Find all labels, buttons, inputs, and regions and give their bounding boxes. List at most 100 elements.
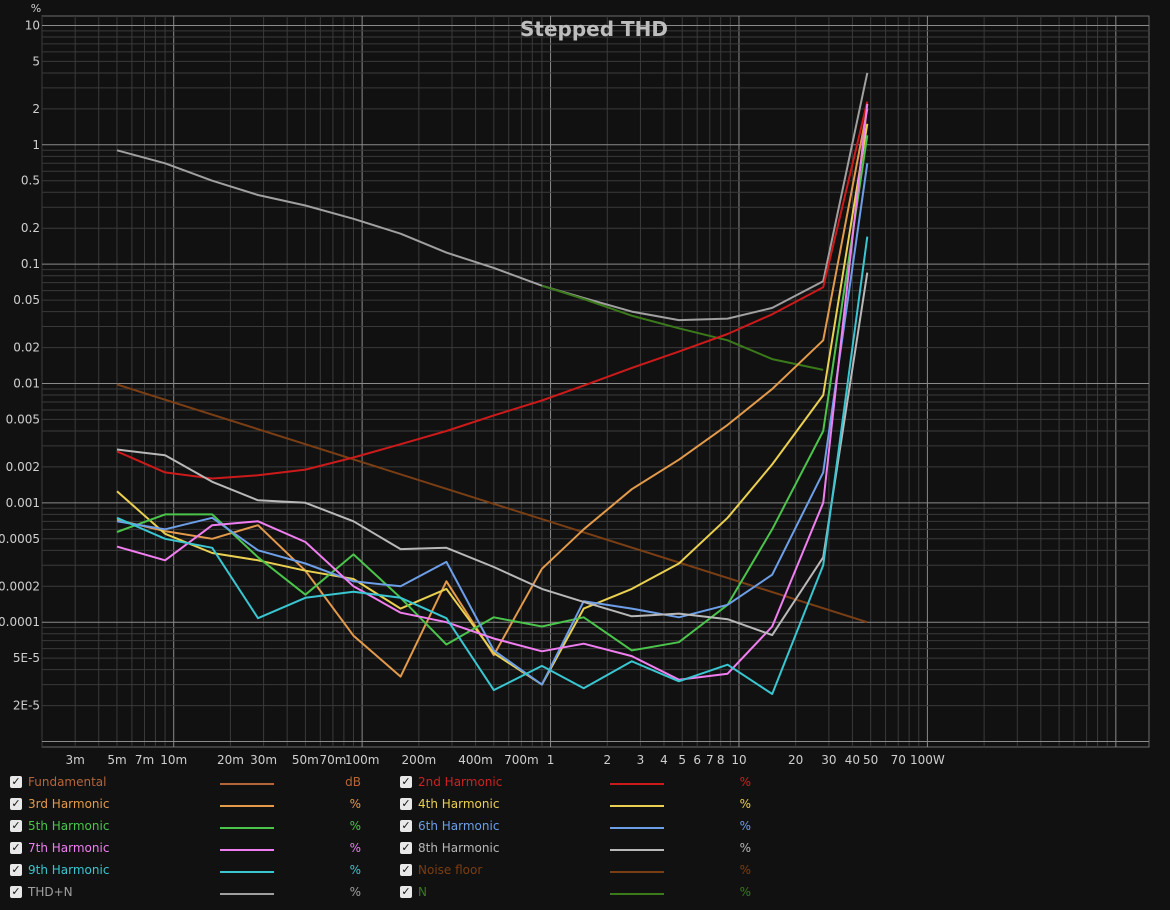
y-tick-label: 0.02 (13, 341, 40, 355)
y-tick-label: 0.2 (21, 221, 40, 235)
legend-label: 5th Harmonic (28, 819, 110, 833)
legend-item-noise-floor: ✓ Noise floor% (400, 860, 770, 882)
x-tick-label: 10m (160, 753, 187, 767)
legend-label: 3rd Harmonic (28, 797, 110, 811)
x-tick-label: 20 (788, 753, 803, 767)
legend-unit: dB (345, 775, 361, 789)
legend-checkbox[interactable]: ✓ (400, 863, 412, 876)
legend-checkbox[interactable]: ✓ (10, 775, 22, 788)
x-tick-label: 100m (345, 753, 380, 767)
series-line-6th-harmonic (116, 163, 869, 686)
legend-item-6th-harmonic: ✓ 6th Harmonic% (400, 816, 770, 838)
legend-unit: % (739, 841, 751, 855)
y-tick-label: 0.005 (6, 412, 40, 426)
y-tick-label: 0.5 (21, 174, 40, 188)
series-line-5th-harmonic (116, 135, 869, 652)
series-line-7th-harmonic (116, 103, 869, 681)
y-tick-label: 2 (32, 102, 40, 116)
series-lines (116, 72, 869, 695)
x-tick-label: 30m (250, 753, 277, 767)
legend-item-8th-harmonic: ✓ 8th Harmonic% (400, 838, 770, 860)
legend-unit: % (349, 819, 361, 833)
legend-label: N (418, 885, 427, 899)
legend-line-swatch (220, 827, 274, 829)
x-tick-label: 4 (660, 753, 668, 767)
x-tick-label: 30 (821, 753, 836, 767)
x-tick-label: 7 (706, 753, 714, 767)
x-tick-label: 400m (458, 753, 493, 767)
y-tick-label: 10 (25, 18, 40, 32)
y-tick-label: 0.001 (6, 496, 40, 510)
y-tick-label: 0.0005 (0, 532, 40, 546)
legend-unit: % (739, 797, 751, 811)
legend-item-fundamental: ✓ Fundamental dB (10, 772, 380, 794)
legend-checkbox[interactable]: ✓ (400, 775, 412, 788)
legend-label: 9th Harmonic (28, 863, 110, 877)
y-tick-label: 0.0001 (0, 615, 40, 629)
legend-checkbox[interactable]: ✓ (10, 841, 22, 854)
legend-unit: % (739, 819, 751, 833)
legend-line-swatch (220, 849, 274, 851)
legend-checkbox[interactable]: ✓ (10, 819, 22, 832)
legend-unit: % (739, 775, 751, 789)
y-tick-label: 5E-5 (13, 651, 40, 665)
x-tick-label: 5m (107, 753, 126, 767)
x-tick-label: 40 (845, 753, 860, 767)
legend-unit: % (349, 885, 361, 899)
legend: ✓ Fundamental dB ✓ 2nd Harmonic% ✓ 3rd Harmoni… (0, 772, 800, 910)
legend-checkbox[interactable]: ✓ (400, 819, 412, 832)
legend-label: Fundamental (28, 775, 107, 789)
y-axis-labels: 10 5 2 1 0.5 0.2 0.1 0.05 0.02 0.01 0.005 0.002 0.00… (0, 18, 40, 712)
legend-label: 2nd Harmonic (418, 775, 503, 789)
y-tick-label: 5 (32, 54, 40, 68)
legend-item-2nd-harmonic: ✓ 2nd Harmonic% (400, 772, 770, 794)
y-tick-label: 0.05 (13, 293, 40, 307)
legend-unit: % (349, 863, 361, 877)
legend-checkbox[interactable]: ✓ (400, 841, 412, 854)
legend-unit: % (349, 841, 361, 855)
x-tick-label: 70m (319, 753, 346, 767)
y-tick-label: 0.002 (6, 460, 40, 474)
x-tick-label: 2 (603, 753, 611, 767)
series-line-4th-harmonic (116, 123, 869, 686)
legend-label: 4th Harmonic (418, 797, 500, 811)
y-tick-label: 0.1 (21, 257, 40, 271)
legend-label: 8th Harmonic (418, 841, 500, 855)
legend-label: 6th Harmonic (418, 819, 500, 833)
legend-line-swatch (220, 871, 274, 873)
legend-checkbox[interactable]: ✓ (10, 863, 22, 876)
legend-item-n: ✓ N% (400, 882, 770, 904)
legend-unit: % (349, 797, 361, 811)
y-tick-label: 1 (32, 138, 40, 152)
y-axis-unit: % (31, 2, 41, 15)
x-tick-label: 8 (717, 753, 725, 767)
x-tick-label: 100W (910, 753, 945, 767)
series-line-noise-floor (116, 383, 868, 624)
y-tick-label: 0.0002 (0, 579, 40, 593)
legend-line-swatch (220, 783, 274, 785)
x-tick-label: 70 (891, 753, 906, 767)
legend-line-swatch (610, 783, 664, 785)
legend-checkbox[interactable]: ✓ (400, 885, 412, 898)
series-line-n (541, 284, 824, 371)
x-tick-label: 1 (547, 753, 555, 767)
y-tick-label: 0.01 (13, 376, 40, 390)
series-line-3rd-harmonic (116, 108, 869, 678)
legend-line-swatch (220, 805, 274, 807)
legend-line-swatch (610, 871, 664, 873)
grid (41, 16, 1149, 747)
legend-checkbox[interactable]: ✓ (10, 797, 22, 810)
legend-checkbox[interactable]: ✓ (10, 885, 22, 898)
x-tick-label: 10 (731, 753, 746, 767)
legend-line-swatch (610, 805, 664, 807)
legend-checkbox[interactable]: ✓ (400, 797, 412, 810)
series-line-8th-harmonic (116, 272, 869, 637)
legend-line-swatch (220, 893, 274, 895)
series-line-9th-harmonic (116, 236, 869, 695)
legend-line-swatch (610, 827, 664, 829)
legend-label: Noise floor (418, 863, 483, 877)
x-tick-label: 7m (135, 753, 154, 767)
x-tick-label: 50 (863, 753, 878, 767)
legend-item-thd-n: ✓ THD+N% (10, 882, 380, 904)
